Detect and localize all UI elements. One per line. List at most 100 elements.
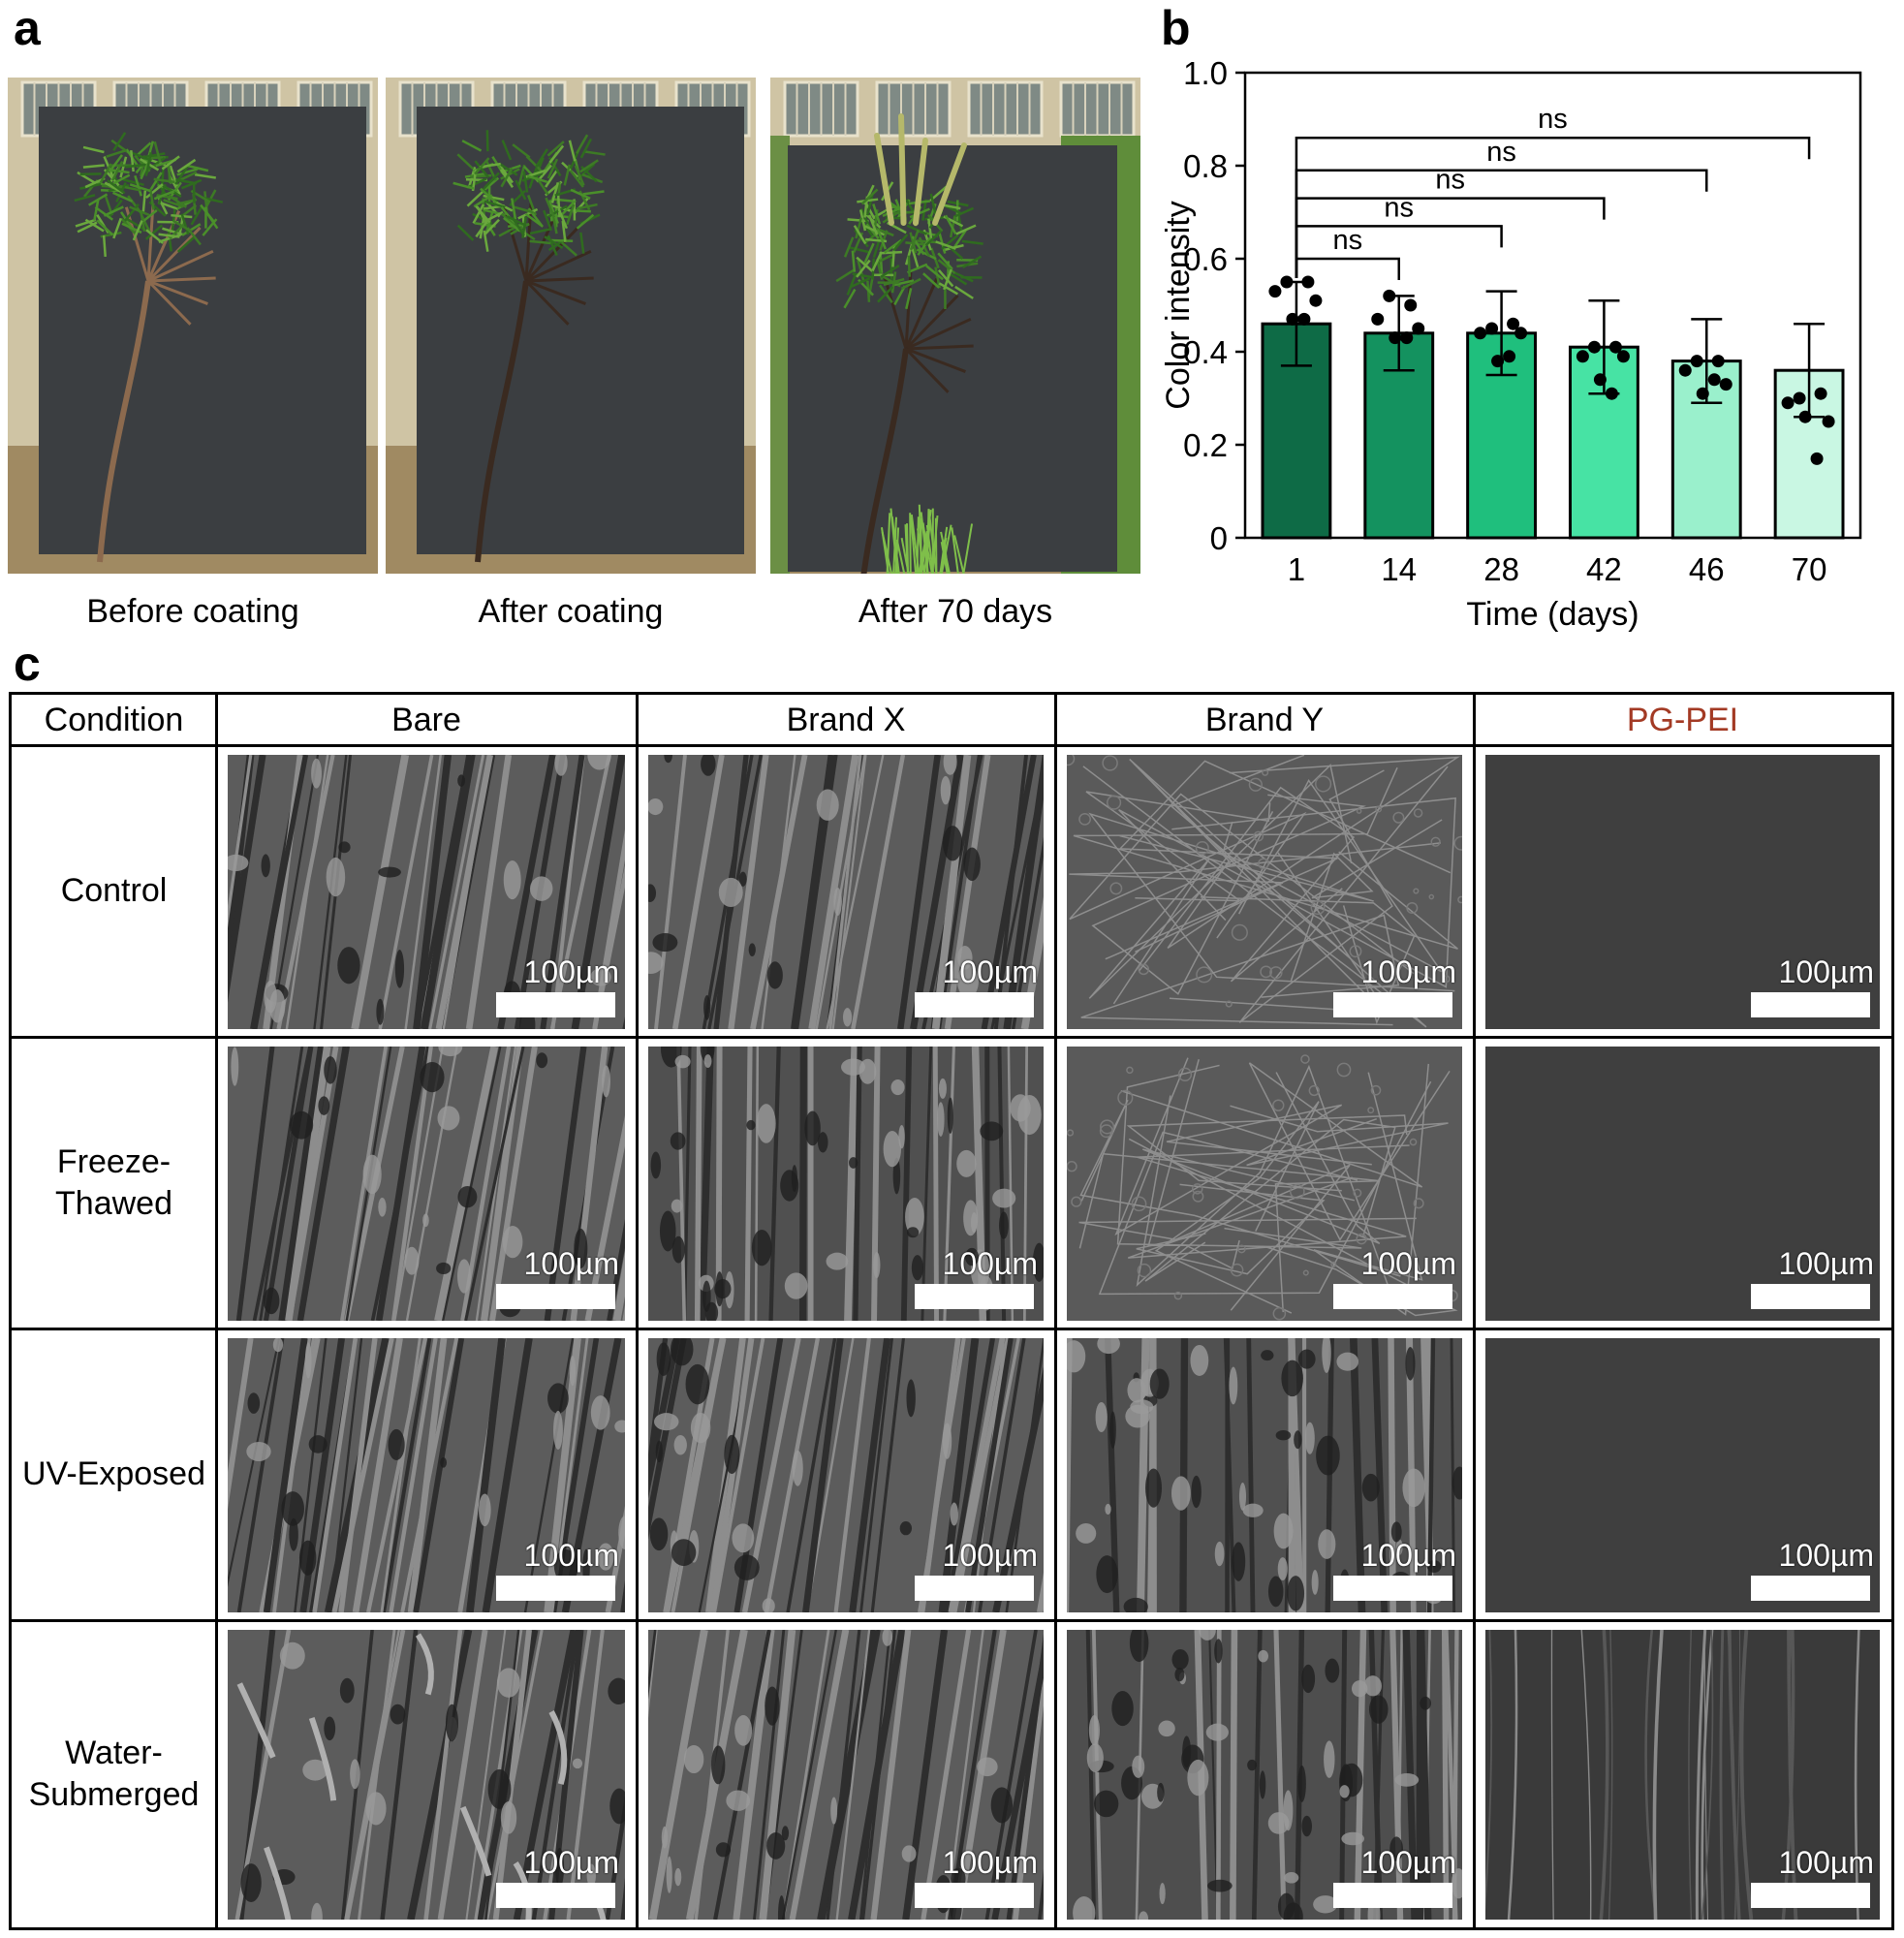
scale-bar — [496, 1576, 615, 1601]
x-tick-label: 14 — [1381, 551, 1417, 587]
data-point — [1503, 350, 1516, 363]
photo-caption: After coating — [478, 593, 664, 630]
data-point — [1474, 327, 1487, 340]
significance-label: ns — [1486, 137, 1516, 168]
sem-image: 100µm — [1485, 1630, 1880, 1920]
data-point — [1485, 322, 1499, 335]
scale-bar — [1333, 1576, 1452, 1601]
data-point — [1587, 340, 1601, 354]
scale-bar — [1751, 1284, 1870, 1309]
photo-caption: Before coating — [86, 593, 299, 630]
sem-image: 100µm — [1485, 1047, 1880, 1321]
tree-photo-2 — [386, 78, 756, 574]
scale-bar — [496, 1883, 615, 1908]
data-point — [1593, 373, 1607, 387]
x-tick-label: 70 — [1792, 551, 1827, 587]
sem-image: 100µm — [1485, 755, 1880, 1029]
scale-bar-label: 100µm — [1360, 954, 1456, 989]
data-point — [1678, 363, 1692, 377]
sem-image: 100µm — [228, 1338, 625, 1612]
column-header: Brand X — [786, 701, 906, 738]
scale-bar-label: 100µm — [523, 1845, 619, 1880]
data-point — [1383, 289, 1396, 302]
sem-image: 100µm — [228, 1630, 625, 1920]
grid-line — [12, 1328, 1891, 1330]
x-tick-label: 1 — [1288, 551, 1305, 587]
sem-image: 100µm — [1485, 1338, 1880, 1612]
sem-image: 100µm — [648, 1630, 1044, 1920]
tree-photo-3 — [770, 78, 1140, 574]
data-point — [1371, 312, 1385, 326]
y-tick-label: 0.2 — [1183, 427, 1228, 463]
panel-label-c: c — [14, 637, 41, 691]
grid-line — [215, 695, 218, 1927]
data-point — [1814, 387, 1827, 400]
column-header: Brand Y — [1204, 701, 1325, 738]
scale-bar — [1751, 1883, 1870, 1908]
sem-image: 100µm — [648, 1338, 1044, 1612]
data-point — [1507, 317, 1520, 330]
data-point — [1301, 275, 1315, 289]
significance-label: ns — [1435, 165, 1465, 196]
grid-line — [12, 1036, 1891, 1039]
x-tick-label: 42 — [1586, 551, 1622, 587]
scale-bar-label: 100µm — [523, 954, 619, 989]
scale-bar — [1751, 992, 1870, 1017]
scale-bar-label: 100µm — [1360, 1246, 1456, 1281]
scale-bar — [1751, 1576, 1870, 1601]
scale-bar — [915, 1284, 1034, 1309]
data-point — [1781, 396, 1795, 410]
scale-bar-label: 100µm — [942, 1538, 1038, 1573]
panel-label-a: a — [14, 1, 41, 55]
scale-bar-label: 100µm — [523, 1538, 619, 1573]
scale-bar — [915, 1576, 1034, 1601]
scale-bar-label: 100µm — [1360, 1538, 1456, 1573]
column-header: PG-PEI — [1626, 701, 1739, 738]
scale-bar-label: 100µm — [523, 1246, 619, 1281]
data-point — [1491, 355, 1505, 368]
scale-bar — [915, 992, 1034, 1017]
scale-bar — [496, 1284, 615, 1309]
scale-bar-label: 100µm — [1778, 1246, 1874, 1281]
sem-image: 100µm — [228, 755, 625, 1029]
condition-header: Condition — [44, 701, 184, 738]
scale-bar — [1333, 1284, 1452, 1309]
significance-bracket — [1295, 136, 1811, 278]
y-tick-label: 0.4 — [1183, 334, 1228, 370]
data-point — [1309, 294, 1323, 307]
y-tick-label: 1.0 — [1183, 55, 1228, 91]
sem-image: 100µm — [1067, 1630, 1462, 1920]
data-point — [1400, 331, 1414, 345]
scale-bar-label: 100µm — [942, 1246, 1038, 1281]
significance-bracket — [1295, 257, 1400, 280]
y-tick-label: 0.6 — [1183, 241, 1228, 277]
sem-image: 100µm — [228, 1047, 625, 1321]
data-point — [1514, 327, 1528, 340]
scale-bar-label: 100µm — [942, 954, 1038, 989]
scale-bar-label: 100µm — [1778, 954, 1874, 989]
panel-label-b: b — [1161, 1, 1191, 55]
plot-frame — [1243, 71, 1862, 540]
y-tick-label: 0 — [1210, 520, 1228, 556]
grid-line — [12, 744, 1891, 747]
significance-label: ns — [1538, 104, 1568, 135]
condition-label: Freeze- Thawed — [55, 1143, 172, 1222]
data-point — [1576, 350, 1589, 363]
grid-line — [1054, 695, 1057, 1927]
x-axis-label: Time (days) — [1466, 596, 1639, 633]
condition-label: UV-Exposed — [22, 1455, 205, 1493]
y-axis-label: Color intensity — [1160, 201, 1197, 409]
significance-label: ns — [1384, 192, 1414, 223]
x-tick-label: 28 — [1483, 551, 1519, 587]
sem-image-table: Condition Bare Brand X Brand Y PG-PEI Contro… — [9, 692, 1894, 1930]
grid-line — [12, 1619, 1891, 1622]
data-point — [1404, 298, 1418, 312]
x-tick-label: 46 — [1689, 551, 1725, 587]
grid-line — [636, 695, 639, 1927]
significance-label: ns — [1333, 225, 1363, 256]
data-point — [1286, 312, 1299, 326]
grid-line — [1473, 695, 1476, 1927]
y-tick-label: 0.8 — [1183, 148, 1228, 184]
sem-image: 100µm — [1067, 755, 1462, 1029]
